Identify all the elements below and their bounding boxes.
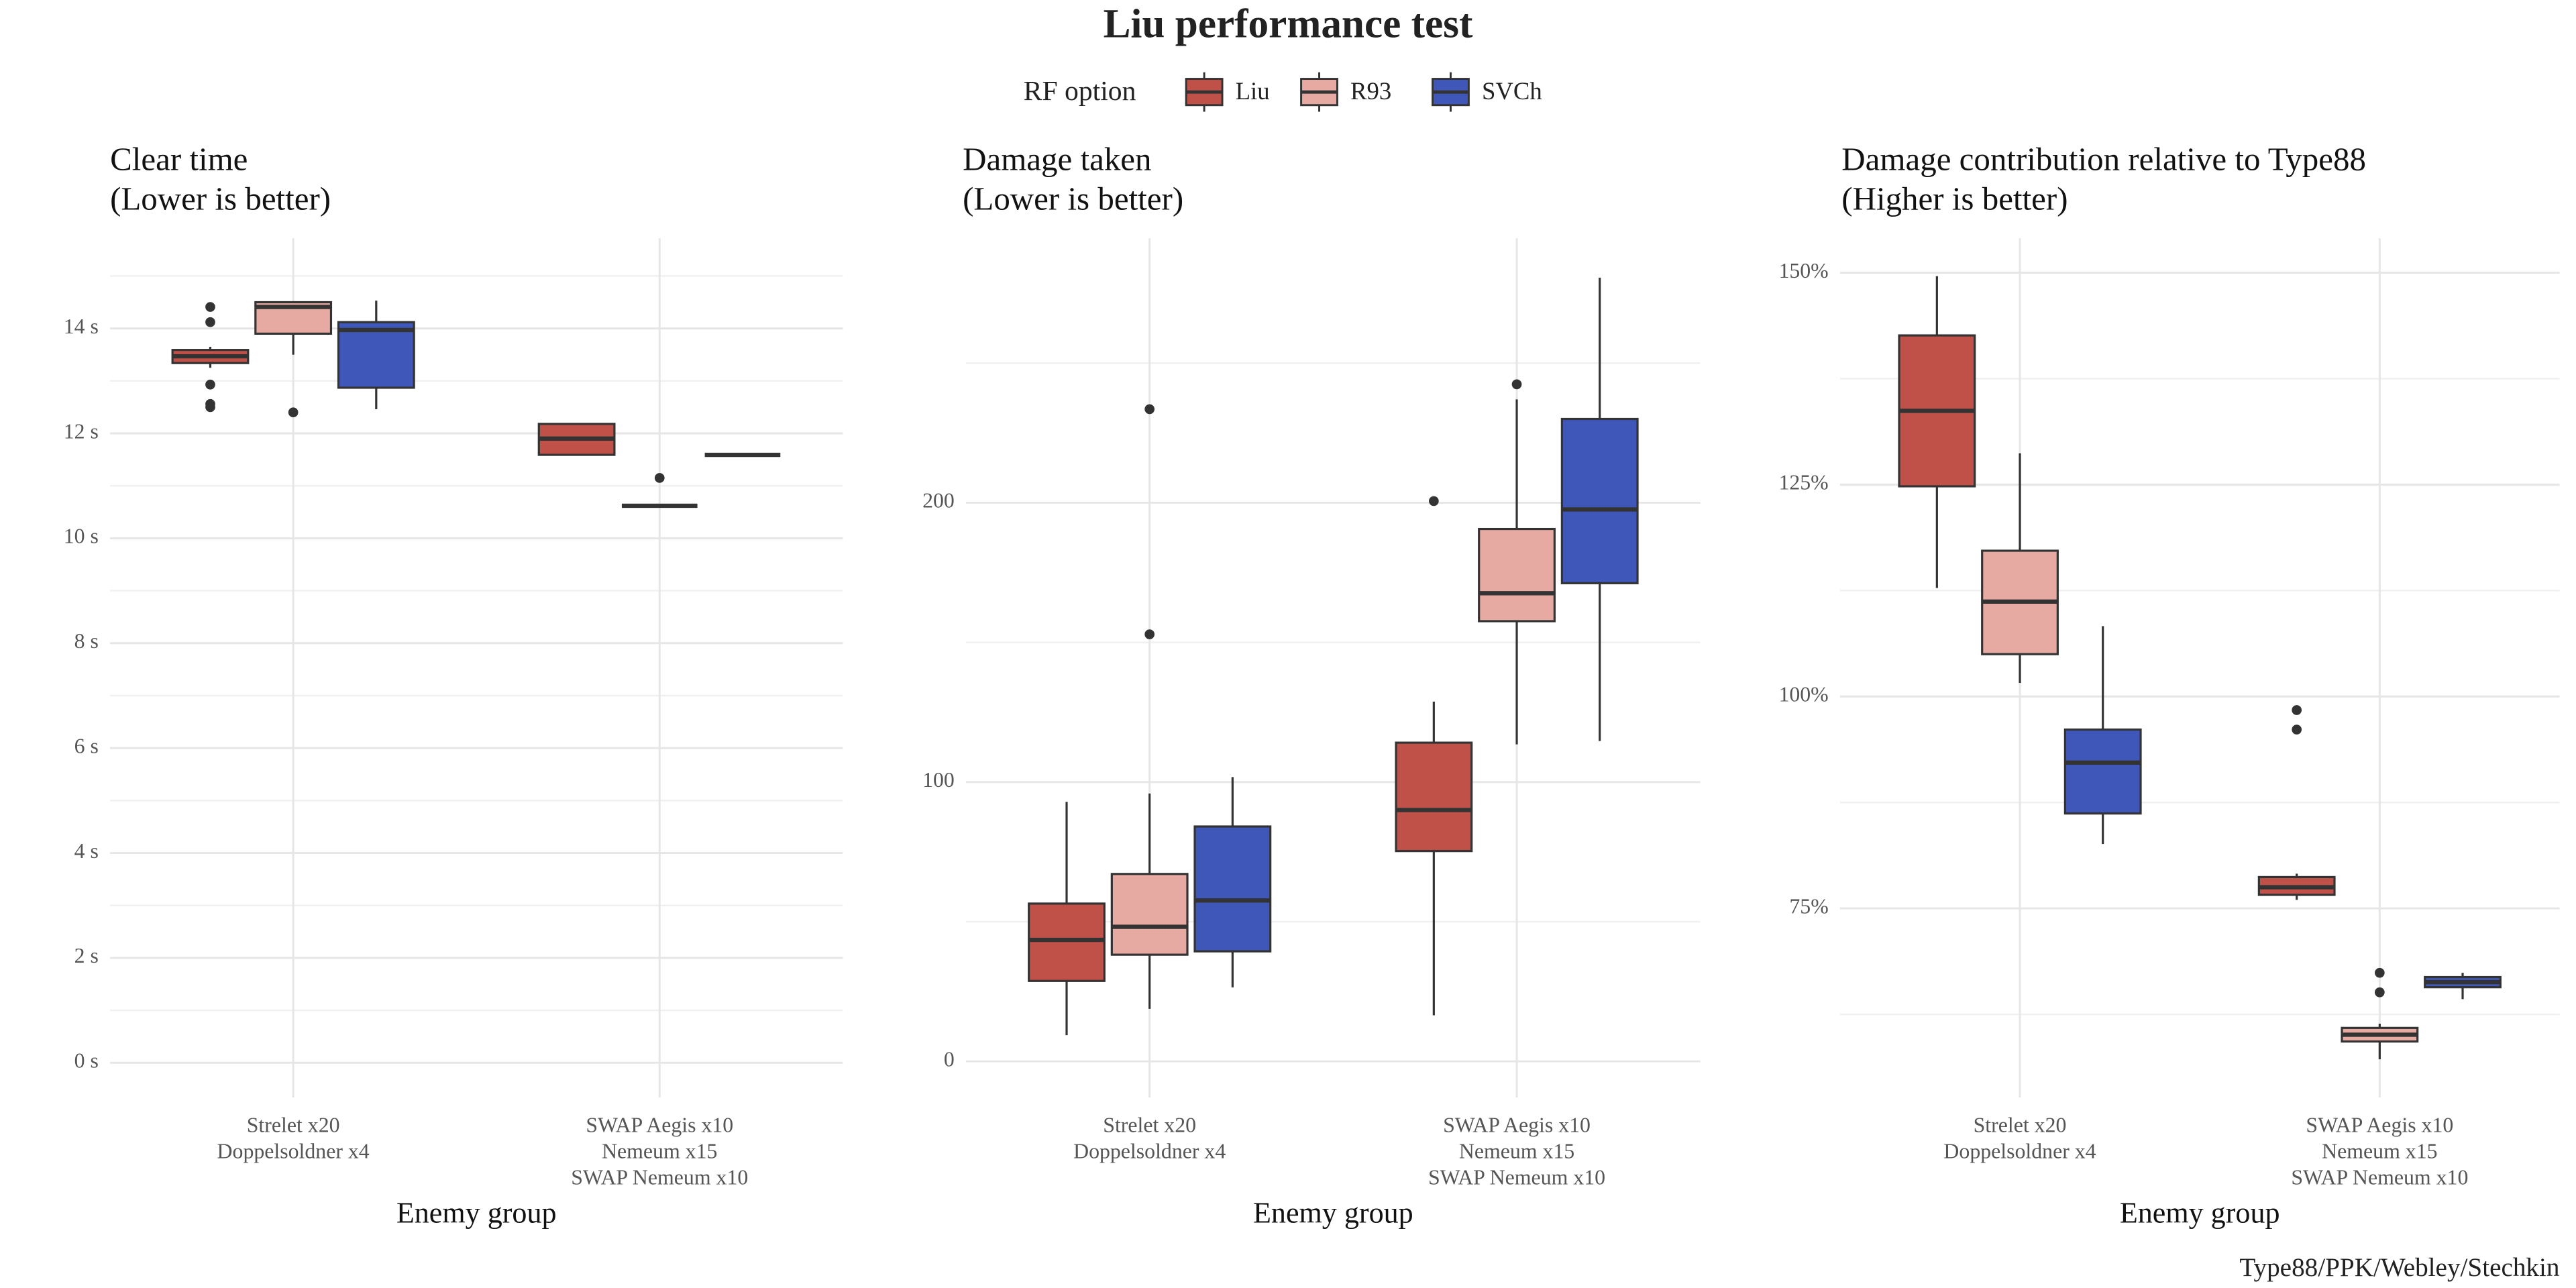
panel-subtitle: (Higher is better) [1841, 180, 2068, 217]
caption: Type88/PPK/Webley/Stechkin [2239, 1253, 2559, 1282]
x-tick-label: SWAP Nemeum x10 [571, 1166, 748, 1189]
box [1028, 902, 1106, 982]
x-tick-label: SWAP Nemeum x10 [1428, 1166, 1605, 1189]
x-axis-title: Enemy group [2120, 1196, 2280, 1229]
outlier [288, 407, 299, 418]
y-tick-label: 150% [1778, 259, 1828, 282]
outlier [205, 379, 215, 390]
outlier [654, 473, 665, 483]
figure-title: Liu performance test [1104, 1, 1473, 47]
x-tick-label: Doppelsoldner x4 [1073, 1139, 1226, 1163]
outlier [2292, 724, 2302, 735]
y-tick-label: 125% [1778, 471, 1828, 494]
x-axis-title: Enemy group [396, 1196, 557, 1229]
y-tick-label: 75% [1789, 894, 1828, 918]
box [1560, 417, 1639, 584]
y-tick-label: 0 [944, 1048, 955, 1071]
y-tick-label: 100 [922, 768, 955, 792]
x-tick-label: Nemeum x15 [1459, 1139, 1574, 1163]
x-tick-label: Strelet x20 [1974, 1113, 2067, 1136]
outlier [205, 302, 215, 312]
legend-title: RF option [1024, 76, 1136, 107]
outlier [2375, 987, 2385, 998]
box [1110, 873, 1189, 956]
panel-title: Damage contribution relative to Type88 [1841, 141, 2366, 178]
panel-title: Clear time [110, 141, 248, 178]
y-tick-label: 2 s [74, 944, 99, 967]
panel-title: Damage taken [963, 141, 1151, 178]
x-tick-label: Doppelsoldner x4 [1943, 1139, 2096, 1163]
outlier [1144, 629, 1155, 639]
legend-label: Liu [1236, 77, 1270, 105]
y-tick-label: 12 s [64, 419, 99, 443]
outlier [1429, 496, 1439, 506]
panel-subtitle: (Lower is better) [963, 180, 1183, 217]
x-tick-label: Nemeum x15 [2322, 1139, 2437, 1163]
legend-label: SVCh [1482, 77, 1542, 105]
box [1478, 527, 1556, 623]
x-axis-title: Enemy group [1253, 1196, 1413, 1229]
x-tick-label: SWAP Aegis x10 [1443, 1113, 1591, 1136]
y-tick-label: 14 s [64, 315, 99, 338]
outlier [1144, 404, 1155, 415]
y-tick-label: 8 s [74, 629, 99, 653]
box [1395, 741, 1473, 853]
box [1193, 825, 1272, 953]
x-tick-label: Strelet x20 [1103, 1113, 1196, 1136]
outlier [205, 402, 215, 413]
y-tick-label: 4 s [74, 839, 99, 863]
x-tick-label: Strelet x20 [247, 1113, 340, 1136]
legend-label: R93 [1350, 77, 1391, 105]
outlier [1511, 379, 1522, 390]
x-tick-label: Doppelsoldner x4 [217, 1139, 370, 1163]
panel-subtitle: (Lower is better) [110, 180, 331, 217]
y-tick-label: 0 s [74, 1049, 99, 1073]
y-tick-label: 200 [922, 489, 955, 513]
x-tick-label: Nemeum x15 [602, 1139, 717, 1163]
x-tick-label: SWAP Aegis x10 [2306, 1113, 2453, 1136]
outlier [2375, 967, 2385, 978]
x-tick-label: SWAP Nemeum x10 [2291, 1166, 2468, 1189]
outlier [205, 317, 215, 327]
box [337, 321, 415, 389]
y-tick-label: 6 s [74, 734, 99, 757]
x-tick-label: SWAP Aegis x10 [586, 1113, 733, 1136]
y-tick-label: 10 s [64, 525, 99, 548]
y-tick-label: 100% [1778, 683, 1828, 706]
box [2063, 728, 2142, 815]
outlier [2292, 705, 2302, 715]
